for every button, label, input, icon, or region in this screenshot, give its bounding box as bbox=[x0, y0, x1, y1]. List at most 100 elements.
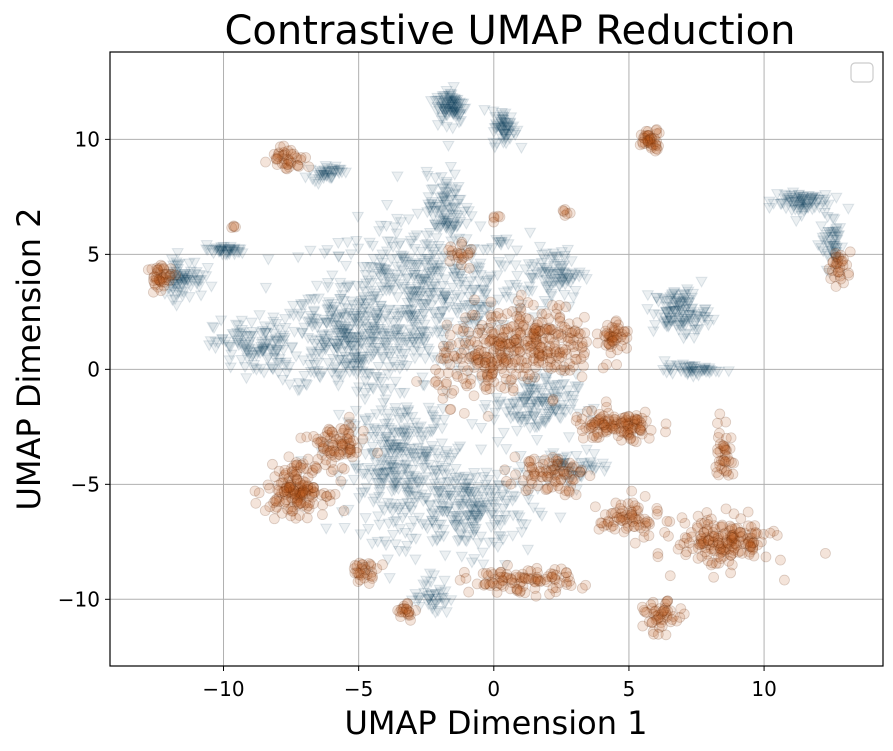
triangle-point bbox=[214, 315, 228, 327]
triangle-point bbox=[452, 365, 466, 377]
circle-point bbox=[479, 346, 490, 358]
triangle-point bbox=[376, 285, 390, 297]
circle-point bbox=[502, 559, 513, 571]
triangle-point bbox=[348, 345, 361, 357]
triangle-point bbox=[339, 260, 353, 272]
triangle-point bbox=[294, 308, 308, 320]
triangle-point bbox=[267, 339, 280, 351]
triangle-point bbox=[501, 286, 515, 298]
triangle-point bbox=[247, 349, 260, 361]
triangle-point bbox=[455, 277, 468, 289]
triangle-point bbox=[345, 296, 358, 308]
series-triangles bbox=[152, 82, 855, 619]
triangle-point bbox=[346, 300, 360, 312]
triangle-point bbox=[415, 246, 428, 258]
triangle-point bbox=[414, 299, 428, 311]
triangle-point bbox=[345, 361, 358, 373]
triangle-point bbox=[414, 253, 428, 266]
triangle-point bbox=[339, 359, 352, 371]
triangle-point bbox=[474, 221, 487, 233]
circle-point bbox=[317, 509, 328, 521]
triangle-point bbox=[400, 274, 414, 286]
triangle-point bbox=[348, 348, 361, 360]
triangle-point bbox=[390, 333, 404, 345]
triangle-point bbox=[362, 383, 375, 395]
triangle-point bbox=[379, 394, 392, 406]
circle-point bbox=[626, 511, 638, 522]
circle-point bbox=[485, 567, 497, 578]
triangle-point bbox=[345, 340, 359, 352]
triangle-point bbox=[236, 327, 249, 339]
circle-point bbox=[734, 526, 746, 538]
triangle-point bbox=[370, 308, 384, 320]
triangle-point bbox=[306, 321, 319, 333]
triangle-point bbox=[305, 348, 319, 360]
circle-point bbox=[510, 469, 521, 481]
triangle-point bbox=[411, 208, 424, 220]
circle-point bbox=[279, 464, 291, 476]
triangle-point bbox=[416, 286, 430, 298]
triangle-point bbox=[364, 285, 378, 297]
triangle-point bbox=[380, 461, 393, 473]
triangle-point bbox=[303, 316, 316, 328]
triangle-point bbox=[343, 354, 357, 366]
triangle-point bbox=[387, 318, 400, 330]
triangle-point bbox=[459, 326, 473, 338]
triangle-point bbox=[465, 419, 479, 431]
triangle-point bbox=[480, 277, 493, 289]
circle-point bbox=[532, 480, 544, 492]
circle-point bbox=[503, 346, 514, 358]
circle-point bbox=[411, 376, 422, 387]
triangle-point bbox=[471, 315, 484, 328]
circle-point bbox=[271, 153, 282, 165]
triangle-point bbox=[410, 293, 424, 305]
triangle-point bbox=[437, 355, 450, 367]
triangle-point bbox=[224, 362, 237, 374]
triangle-point bbox=[416, 518, 429, 530]
triangle-point bbox=[378, 536, 392, 548]
triangle-point bbox=[404, 310, 418, 322]
triangle-point bbox=[307, 307, 321, 319]
triangle-point bbox=[375, 501, 388, 513]
triangle-point bbox=[441, 449, 454, 461]
triangle-point bbox=[381, 369, 395, 382]
triangle-point bbox=[511, 270, 524, 282]
triangle-point bbox=[420, 299, 433, 311]
triangle-point bbox=[419, 520, 433, 532]
triangle-point bbox=[359, 310, 373, 322]
triangle-point bbox=[365, 277, 379, 290]
triangle-point bbox=[335, 327, 349, 339]
triangle-point bbox=[486, 300, 499, 312]
triangle-point bbox=[383, 439, 397, 451]
triangle-point bbox=[349, 405, 363, 418]
circle-point bbox=[335, 423, 347, 434]
triangle-point bbox=[358, 394, 372, 406]
triangle-point bbox=[418, 273, 432, 285]
triangle-point bbox=[270, 336, 284, 348]
circle-point bbox=[576, 371, 588, 383]
triangle-point bbox=[341, 332, 354, 344]
triangle-point bbox=[401, 486, 414, 498]
triangle-point bbox=[436, 334, 450, 347]
circle-point bbox=[555, 473, 567, 485]
circle-point bbox=[357, 425, 369, 437]
triangle-point bbox=[420, 230, 434, 242]
triangle-point bbox=[209, 336, 222, 349]
circle-point bbox=[541, 483, 553, 495]
triangle-point bbox=[458, 284, 471, 296]
triangle-point bbox=[340, 328, 353, 340]
triangle-point bbox=[415, 327, 429, 339]
triangle-point bbox=[254, 341, 268, 354]
triangle-point bbox=[450, 307, 464, 319]
triangle-point bbox=[311, 366, 324, 378]
triangle-point bbox=[340, 328, 353, 341]
triangle-point bbox=[393, 503, 407, 515]
circle-point bbox=[324, 489, 336, 501]
triangle-point bbox=[458, 316, 471, 328]
triangle-point bbox=[247, 363, 260, 375]
triangle-point bbox=[355, 307, 368, 319]
circle-point bbox=[714, 408, 726, 420]
circle-point bbox=[562, 335, 574, 347]
triangle-point bbox=[394, 217, 408, 229]
triangle-point bbox=[498, 261, 512, 273]
